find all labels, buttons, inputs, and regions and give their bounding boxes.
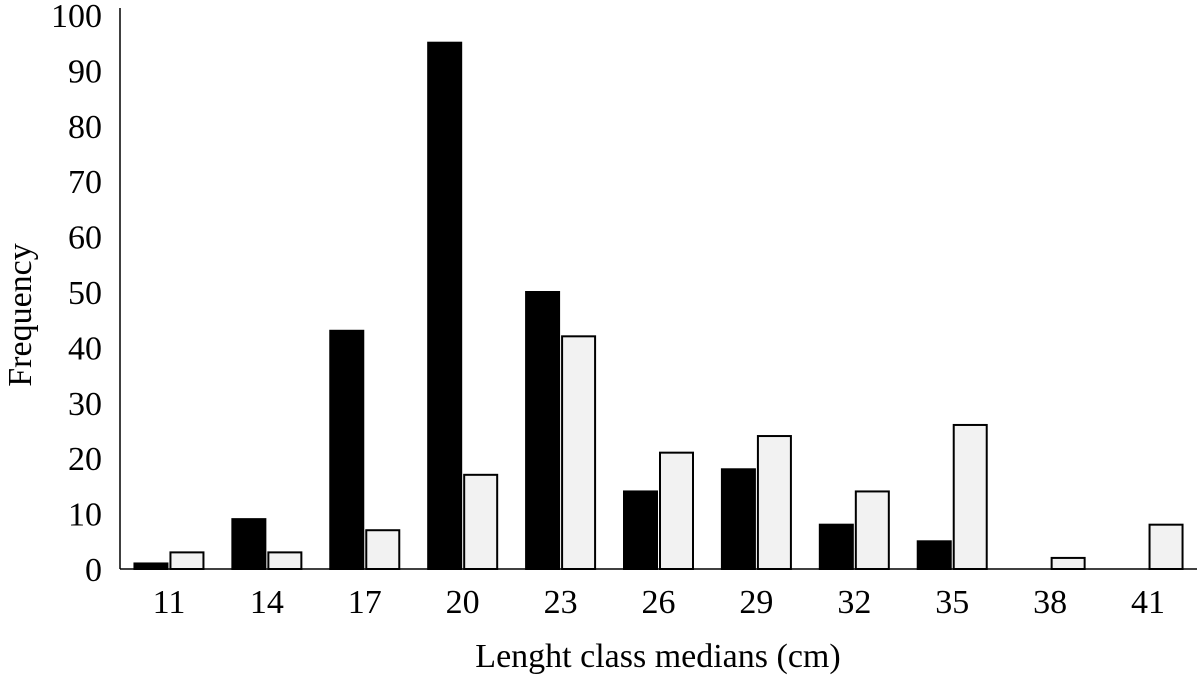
axes (119, 8, 1197, 570)
bar-series2-26 (659, 451, 694, 570)
x-tick-labels: 11 14 17 20 23 26 29 32 35 38 41 (153, 584, 1165, 621)
bar-series2-29 (756, 435, 792, 571)
y-tick-label-50: 50 (68, 275, 102, 312)
x-tick-label-41: 41 (1131, 584, 1165, 621)
y-axis-title: Frequency (2, 243, 39, 387)
bar-series2-11 (169, 551, 205, 571)
y-tick-label-30: 30 (68, 386, 102, 423)
x-tick-label-29: 29 (739, 584, 773, 621)
bar-series1-32 (818, 523, 854, 570)
bar-series1-26 (623, 490, 658, 570)
bar-series2-17 (365, 529, 401, 570)
y-tick-label-10: 10 (68, 497, 102, 534)
y-tick-label-80: 80 (68, 109, 102, 146)
y-tick-label-70: 70 (68, 164, 102, 201)
bar-series2-32 (854, 490, 890, 570)
bar-series2-41 (1148, 523, 1184, 570)
y-tick-label-90: 90 (68, 53, 102, 90)
bar-series2-35 (952, 423, 988, 570)
y-tick-label-40: 40 (68, 330, 102, 367)
x-tick-label-23: 23 (544, 584, 578, 621)
bar-series2-14 (267, 551, 303, 571)
bar-series1-17 (329, 329, 365, 570)
x-tick-label-20: 20 (446, 584, 480, 621)
x-axis-title: Lenght class medians (cm) (475, 638, 840, 675)
bar-series1-29 (720, 468, 756, 570)
y-tick-label-60: 60 (68, 220, 102, 257)
bar-series2-23 (561, 335, 597, 570)
bar-series1-11 (133, 562, 169, 571)
x-tick-label-11: 11 (153, 584, 186, 621)
bar-series2-38 (1050, 556, 1086, 570)
bar-series1-23 (525, 291, 561, 570)
y-tick-label-0: 0 (85, 552, 102, 589)
bar-series2-20 (463, 473, 499, 571)
x-tick-label-32: 32 (837, 584, 871, 621)
y-tick-label-100: 100 (51, 0, 102, 35)
x-tick-label-26: 26 (642, 584, 676, 621)
bar-series1-35 (916, 540, 952, 570)
x-tick-label-35: 35 (935, 584, 969, 621)
x-tick-label-17: 17 (348, 584, 382, 621)
x-tick-label-38: 38 (1033, 584, 1067, 621)
y-tick-labels: 0 10 20 30 40 50 60 70 80 90 100 (51, 0, 102, 589)
y-tick-label-20: 20 (68, 441, 102, 478)
bars (133, 41, 1184, 571)
x-tick-label-14: 14 (250, 584, 284, 621)
bar-series1-20 (427, 41, 463, 570)
bar-series1-14 (231, 518, 267, 571)
